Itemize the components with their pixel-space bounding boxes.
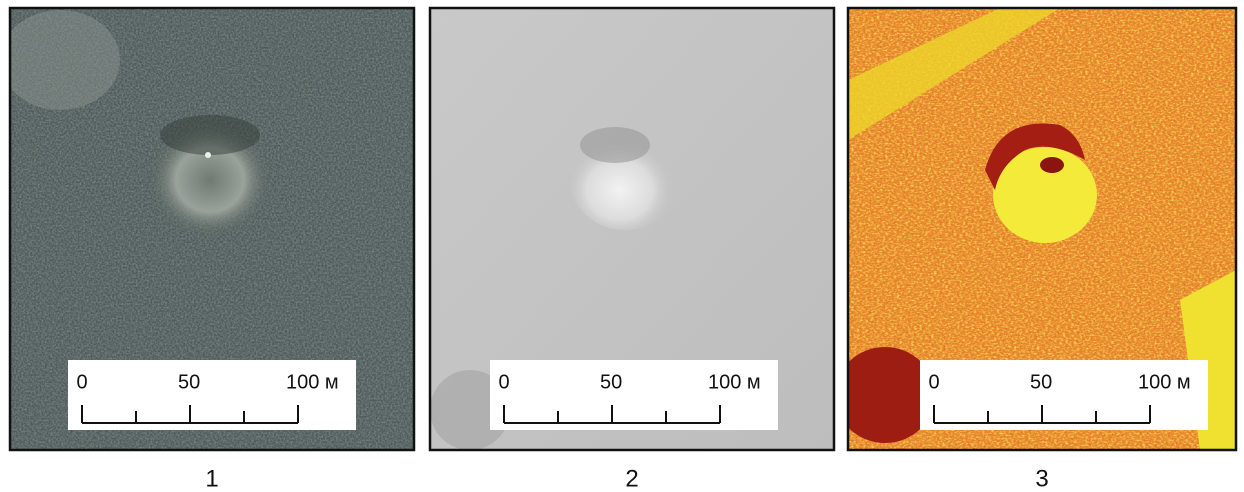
- panel-label: 1: [205, 465, 218, 492]
- scale-label: 50: [178, 371, 200, 393]
- scale-box: [920, 360, 1208, 430]
- scale-label: 50: [1030, 371, 1052, 393]
- panel-label: 3: [1035, 465, 1048, 492]
- scale-label: 0: [498, 371, 509, 393]
- scale-label: 0: [928, 371, 939, 393]
- scale-box: [490, 360, 778, 430]
- scale-label: 100 м: [708, 371, 761, 393]
- panel-label: 2: [625, 465, 638, 492]
- panel-frame: [846, 6, 1238, 452]
- panel-frame: [8, 6, 416, 452]
- scale-label: 0: [76, 371, 87, 393]
- scale-label: 100 м: [1138, 371, 1191, 393]
- scale-label: 100 м: [286, 371, 339, 393]
- scale-label: 50: [600, 371, 622, 393]
- overlays: 0 50 100 м 1 0 50 100 м 2 0 50 100 м 3: [68, 360, 1208, 492]
- scale-box: [68, 360, 356, 430]
- panel-frame: [428, 6, 836, 452]
